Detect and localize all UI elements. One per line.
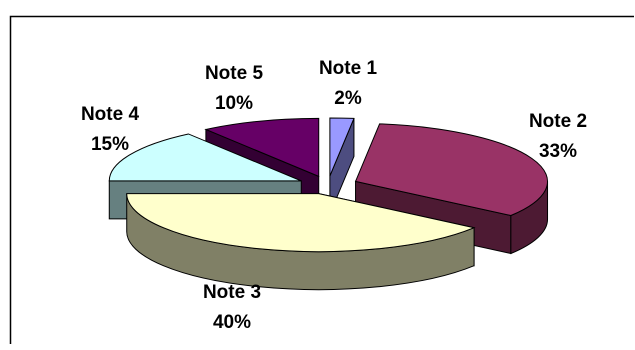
slice-name: Note 5 <box>204 63 264 84</box>
slice-name: Note 2 <box>528 111 588 132</box>
slice-label-note-1: Note 1 2% <box>319 54 377 114</box>
slice-note-1 <box>329 117 355 177</box>
slice-percent: 10% <box>214 93 254 114</box>
slice-name: Note 1 <box>318 58 378 79</box>
slice-label-note-4: Note 4 15% <box>81 100 139 160</box>
slice-label-note-5: Note 5 10% <box>205 59 263 119</box>
slice-label-note-3: Note 3 40% <box>203 278 261 338</box>
pie-slices <box>108 117 549 291</box>
slice-note-2 <box>354 123 548 217</box>
slice-percent: 2% <box>334 88 362 109</box>
slice-note-4 <box>108 133 302 182</box>
slice-percent: 40% <box>212 312 252 333</box>
slice-name: Note 4 <box>80 104 140 125</box>
slice-percent: 33% <box>538 141 578 162</box>
chart-frame <box>9 15 634 344</box>
slice-percent: 15% <box>90 134 130 155</box>
slice-note-5 <box>204 117 320 178</box>
slice-label-note-2: Note 2 33% <box>529 107 587 167</box>
slice-name: Note 3 <box>202 282 262 303</box>
slice-note-3 <box>126 193 476 253</box>
